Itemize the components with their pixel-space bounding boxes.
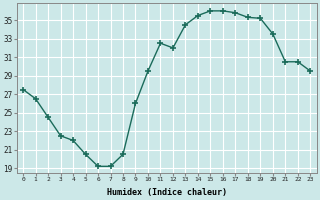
X-axis label: Humidex (Indice chaleur): Humidex (Indice chaleur) [107, 188, 227, 197]
